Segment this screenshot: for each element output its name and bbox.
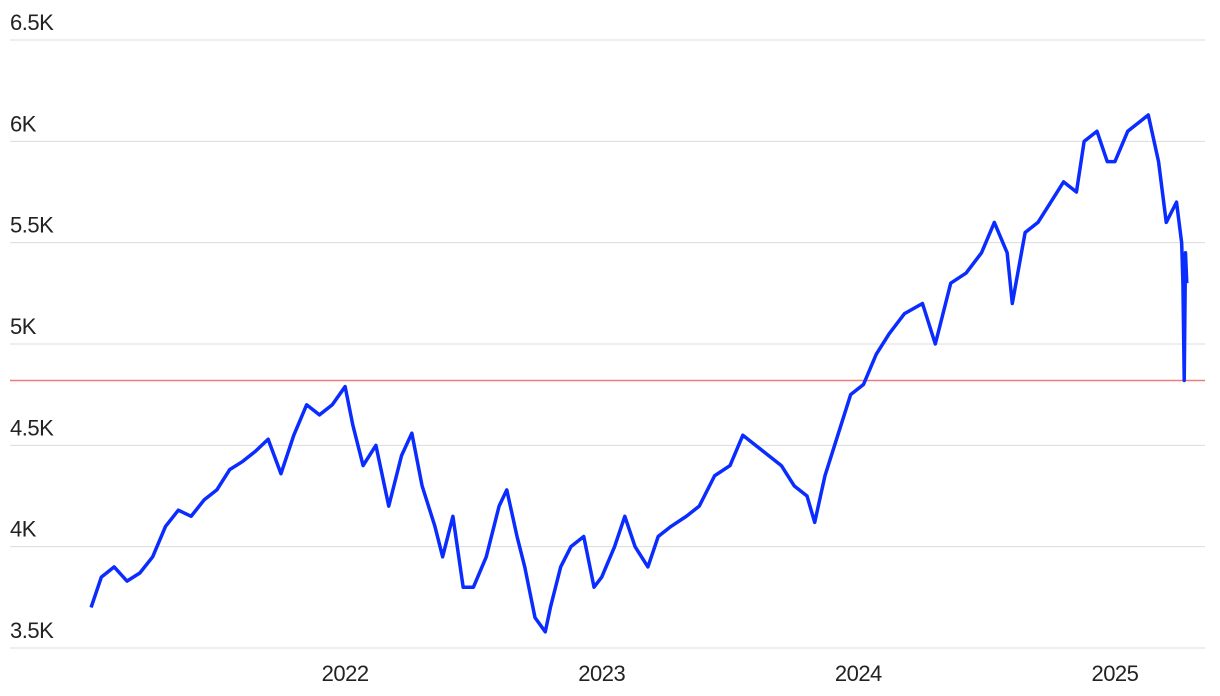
y-tick-label: 6.5K — [10, 10, 54, 35]
y-tick-label: 5K — [10, 314, 37, 339]
y-tick-label: 5.5K — [10, 213, 54, 238]
y-tick-label: 4K — [10, 517, 37, 542]
x-tick-label: 2024 — [835, 661, 882, 686]
x-tick-label: 2023 — [578, 661, 625, 686]
y-tick-label: 4.5K — [10, 415, 54, 440]
x-tick-label: 2025 — [1091, 661, 1138, 686]
y-tick-label: 3.5K — [10, 618, 54, 643]
price-line — [89, 113, 1189, 634]
x-tick-label: 2022 — [322, 661, 369, 686]
y-tick-label: 6K — [10, 111, 37, 136]
